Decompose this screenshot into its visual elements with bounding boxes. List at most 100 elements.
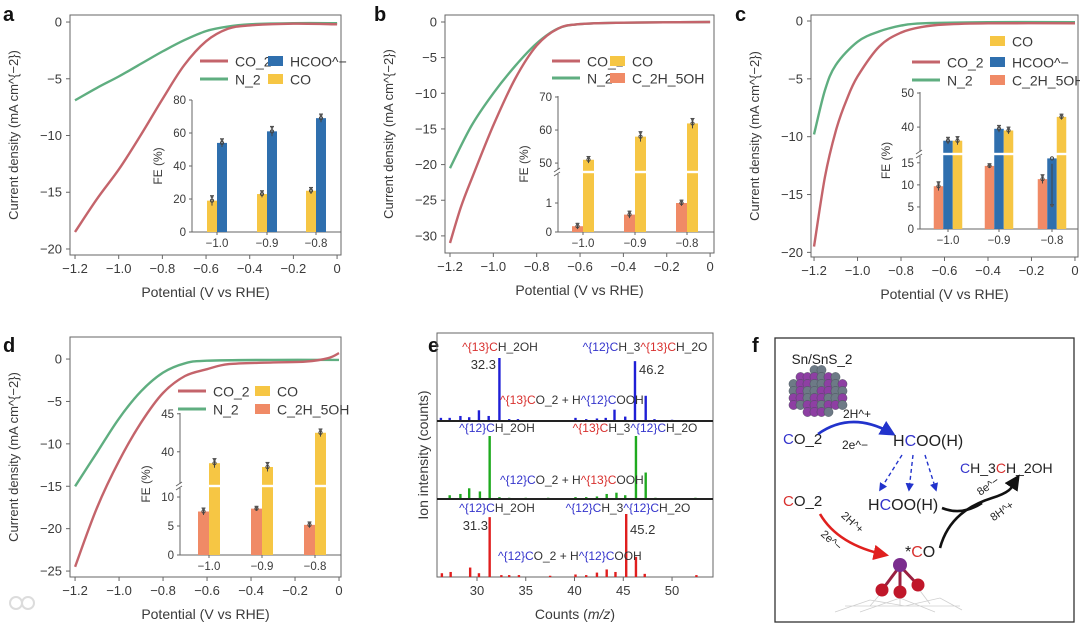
spectrum-peak — [477, 410, 481, 421]
fe-bar — [257, 194, 267, 232]
axis-break-gap — [261, 484, 274, 488]
panel-label: d — [3, 335, 15, 357]
inset-y-tick-label: 50 — [539, 158, 552, 170]
x-tick-label: −0.2 — [282, 583, 308, 598]
data-point — [628, 210, 631, 214]
y-tick-label: −5 — [422, 50, 437, 65]
legend-label: CO_2 — [213, 384, 250, 400]
series-line-n2 — [74, 358, 340, 487]
ethanol-label: CH_3CH_2OH — [960, 460, 1053, 476]
axis-break-gap — [582, 170, 595, 174]
inset-y-axis-label: FE (%) — [151, 147, 165, 184]
x-axis-label: Potential (V vs RHE) — [880, 286, 1008, 302]
spectrum-peak — [644, 395, 647, 421]
y-tick-label: −15 — [40, 185, 62, 200]
data-point — [576, 222, 579, 226]
spectrum-peak — [467, 417, 471, 421]
fe-bar — [304, 524, 315, 555]
legend-label: N_2 — [947, 73, 973, 89]
panel-label: b — [374, 4, 386, 26]
y-tick-label: −10 — [40, 436, 62, 451]
data-point — [1041, 174, 1044, 178]
y-axis-label: Current density (mA cm^{−2}) — [6, 372, 21, 542]
inset-category-label: −1.0 — [206, 238, 229, 250]
y-tick-label: −20 — [781, 245, 803, 260]
panel-label: c — [735, 4, 746, 26]
label-part: C — [911, 544, 923, 561]
spectrum-peak — [615, 492, 618, 499]
y-axis-label: Current density (mA cm^{−2}) — [6, 50, 21, 220]
panel-a-lsv-chart: a −1.2 −1.0 −0.8 −0.6 −0.4 −0.2 0 0 −5 −10 −15 −20 Po… — [3, 4, 347, 300]
data-point — [219, 140, 225, 145]
spectrum-row-2: ^{12}CH_2OH ^{13}CH_3^{12}CH_2O^{12}CO_2 … — [437, 421, 713, 500]
spectrum-peak — [624, 416, 627, 421]
label-part: H_2O — [666, 421, 697, 435]
panel-c-lsv-chart: c −1.2 −1.0 −0.8 −0.6 −0.4 −0.2 0 0 −5 −10 −15 −20 Po… — [735, 4, 1080, 302]
y-tick-label: 0 — [55, 15, 62, 30]
data-point — [955, 138, 960, 143]
axis-break-gap — [1003, 152, 1014, 156]
inset-y-tick-label: 10 — [901, 180, 914, 192]
x-tick-label: 45 — [616, 583, 630, 598]
y-tick-label: −10 — [781, 129, 803, 144]
x-tick-label: −0.6 — [567, 259, 593, 274]
x-tick-label: −1.2 — [62, 583, 88, 598]
data-point — [319, 113, 323, 117]
label-part: O_2 + H — [536, 473, 581, 487]
data-point — [318, 116, 324, 121]
legend-label: N_2 — [213, 402, 239, 418]
label-part: H_2O — [659, 501, 690, 515]
adsorbed-co-label: *CO — [905, 544, 935, 561]
y-tick-label: −25 — [415, 193, 437, 208]
spectrum-peak — [613, 409, 616, 421]
label-part: ^{12}C — [459, 421, 495, 435]
label-part: H_3 — [601, 501, 623, 515]
x-tick-label: 50 — [665, 583, 679, 598]
inset-y-tick-label: 60 — [173, 128, 186, 140]
x-tick-label: 0 — [706, 259, 713, 274]
data-point — [270, 126, 274, 129]
axis-break-gap — [314, 484, 327, 488]
isotope-reaction-label: ^{12}CO_2 + H^{13}COOH — [500, 473, 644, 487]
legend-bar-swatch — [990, 36, 1005, 46]
inset-category-label: −0.8 — [676, 238, 699, 250]
axis-break-gap — [686, 170, 699, 174]
inset-y-tick-label: 0 — [908, 224, 914, 236]
legend-label: CO — [277, 384, 298, 400]
label-part: OO(H) — [916, 433, 963, 450]
y-tick-label: 0 — [55, 352, 62, 367]
inset-y-tick-label: 0 — [168, 550, 174, 562]
legend-label: C_2H_5OH — [1012, 73, 1080, 89]
inset-y-tick-label: 40 — [161, 447, 174, 459]
x-tick-label: −0.8 — [888, 263, 914, 278]
axis-break-gap — [634, 170, 647, 174]
fe-bar — [1037, 179, 1048, 229]
label-part: OOH — [616, 473, 643, 487]
inset-y-tick-label: 10 — [161, 492, 174, 504]
coupling-arrow-icon — [938, 474, 1020, 549]
label-part: ^{13}C — [640, 340, 676, 354]
x-tick-label: −1.0 — [106, 583, 132, 598]
label-part: Counts ( — [535, 606, 588, 622]
spectrum-peak — [459, 415, 462, 421]
label-part: H_3 — [618, 340, 640, 354]
spectrum-peak — [487, 415, 490, 421]
fe-bar — [198, 511, 209, 555]
data-point — [638, 134, 643, 139]
y-tick-label: 0 — [796, 14, 803, 29]
data-point — [202, 507, 205, 511]
label-part: OO(H) — [891, 497, 938, 514]
inset-y-tick-label: 45 — [161, 409, 174, 421]
x-tick-label: −1.0 — [106, 261, 132, 276]
data-point — [997, 124, 1001, 128]
data-point — [260, 190, 264, 194]
x-tick-label: 40 — [567, 583, 581, 598]
y-axis-label: Current density (mA cm^{−2}) — [747, 51, 762, 221]
label-part: O — [923, 544, 935, 561]
label-part: OOH — [614, 549, 641, 563]
spectrum-row-1: ^{13}CH_2OH ^{12}CH_3^{13}CH_2O^{13}CO_2 … — [437, 340, 713, 422]
label-part: H_2OH — [1006, 460, 1053, 476]
x-tick-label: −0.2 — [281, 261, 307, 276]
spectrum-peak — [459, 493, 462, 499]
isotope-reaction-label: ^{12}CO_2 + H^{12}COOH — [498, 549, 642, 563]
